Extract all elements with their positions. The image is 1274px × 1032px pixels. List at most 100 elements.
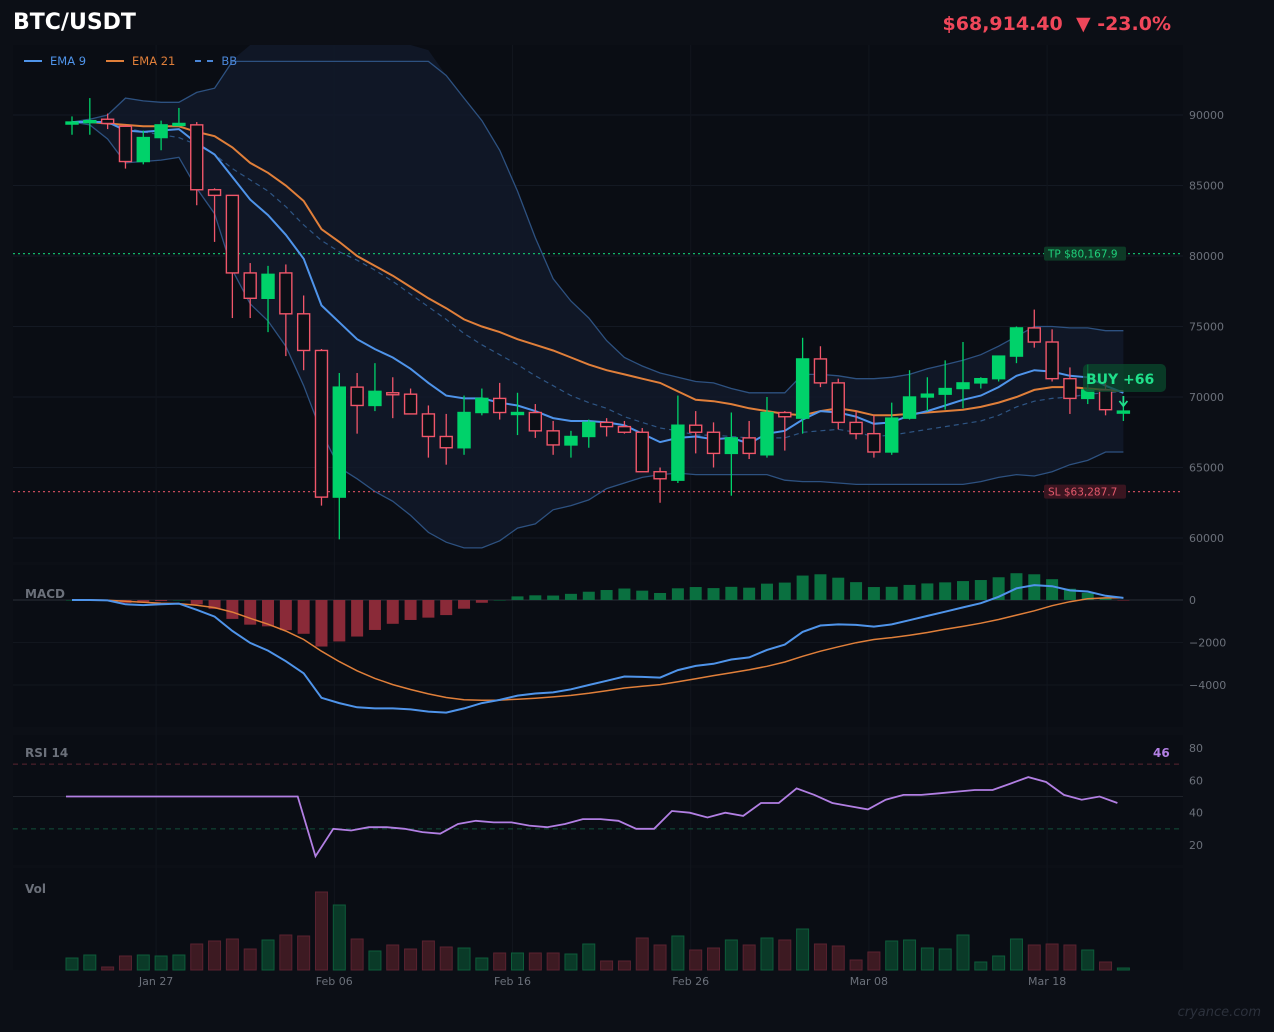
buy-arrow-icon xyxy=(1118,396,1129,408)
candle xyxy=(457,411,471,449)
candle xyxy=(671,424,685,481)
candle xyxy=(172,122,186,127)
rsi-current-value: 46 xyxy=(1153,746,1170,760)
candle xyxy=(475,397,489,414)
price-axis-label: 70000 xyxy=(1189,391,1224,404)
candle xyxy=(938,387,952,395)
volume-panel-label: Vol xyxy=(25,882,46,896)
candle xyxy=(724,437,739,455)
legend-label: EMA 21 xyxy=(132,54,176,68)
candle xyxy=(1009,327,1024,357)
candle xyxy=(813,358,828,384)
candle xyxy=(1098,389,1113,411)
candle xyxy=(564,435,578,446)
candle xyxy=(1063,377,1077,400)
candle xyxy=(421,413,436,438)
legend-label: EMA 9 xyxy=(50,54,87,68)
candle xyxy=(991,355,1006,380)
price-change: ▼ -23.0% xyxy=(1075,13,1171,35)
date-axis-label: Feb 26 xyxy=(672,975,709,988)
candle xyxy=(386,392,400,396)
candle xyxy=(582,421,596,438)
candle xyxy=(885,417,899,453)
date-axis-label: Mar 18 xyxy=(1028,975,1066,988)
price-display: $68,914.40 ▼ -23.0% xyxy=(943,13,1171,35)
candle xyxy=(261,273,275,299)
indicator-legend: EMA 9 EMA 21 BB xyxy=(24,54,237,68)
candle xyxy=(207,189,222,197)
candle xyxy=(831,382,845,424)
macd-axis-label: 0 xyxy=(1189,594,1196,607)
candle xyxy=(849,421,863,435)
candle xyxy=(296,313,311,352)
candle xyxy=(368,390,382,407)
date-axis-label: Feb 06 xyxy=(316,975,353,988)
candle xyxy=(510,411,525,416)
candle xyxy=(1116,410,1131,414)
macd-axis-label: −4000 xyxy=(1189,679,1226,692)
date-axis-label: Mar 08 xyxy=(850,975,888,988)
candle xyxy=(154,124,168,139)
candle xyxy=(225,194,240,274)
candle xyxy=(118,125,133,163)
candle xyxy=(439,435,453,449)
candle xyxy=(902,396,917,419)
candle xyxy=(974,377,988,384)
price-axis-label: 80000 xyxy=(1189,250,1224,263)
watermark: cryance.com xyxy=(1177,1005,1261,1020)
candle xyxy=(350,386,364,407)
candle xyxy=(528,411,543,432)
candle xyxy=(332,386,346,498)
candle xyxy=(83,119,97,124)
legend-bb[interactable]: BB xyxy=(195,54,237,68)
buy-signal-label: BUY +66 xyxy=(1086,372,1154,388)
candle xyxy=(136,136,150,163)
rsi-panel-label: RSI 14 xyxy=(25,746,69,760)
rsi-axis-label: 80 xyxy=(1189,742,1203,755)
candle xyxy=(190,124,204,191)
bb-swatch-icon xyxy=(195,60,214,62)
ema9-swatch-icon xyxy=(24,60,42,62)
legend-ema21[interactable]: EMA 21 xyxy=(106,54,175,68)
candle xyxy=(706,431,721,455)
candle xyxy=(403,393,418,415)
candle xyxy=(492,397,507,414)
price-axis-label: 75000 xyxy=(1189,321,1224,334)
rsi-axis-label: 60 xyxy=(1189,774,1203,787)
candle xyxy=(546,430,560,446)
legend-label: BB xyxy=(221,54,238,68)
macd-panel-label: MACD xyxy=(25,587,65,601)
candle xyxy=(100,118,115,125)
price-axis-label: 85000 xyxy=(1189,180,1224,193)
rsi-axis-label: 40 xyxy=(1189,807,1203,820)
candle xyxy=(65,121,79,125)
price-axis-label: 60000 xyxy=(1189,532,1224,545)
candle xyxy=(243,272,257,300)
candle xyxy=(867,432,881,453)
legend-ema9[interactable]: EMA 9 xyxy=(24,54,86,68)
candle xyxy=(314,349,329,498)
price-axis-label: 65000 xyxy=(1189,462,1224,475)
date-axis-label: Feb 16 xyxy=(494,975,531,988)
candle xyxy=(653,471,667,480)
candle xyxy=(1027,327,1041,343)
stop-loss-label: SL $63,287.7 xyxy=(1048,487,1117,499)
macd-axis-label: −2000 xyxy=(1189,637,1226,650)
candle xyxy=(617,425,632,433)
price-axis-label: 90000 xyxy=(1189,109,1224,122)
rsi-axis-label: 20 xyxy=(1189,839,1203,852)
candle xyxy=(689,424,703,433)
symbol-title: BTC/USDT xyxy=(13,10,136,35)
date-axis-label: Jan 27 xyxy=(138,975,173,988)
candle xyxy=(1045,341,1059,380)
last-price: $68,914.40 xyxy=(942,13,1063,35)
candle xyxy=(920,393,935,398)
candle xyxy=(956,382,970,390)
candle xyxy=(599,421,614,428)
candle xyxy=(635,431,649,473)
candle xyxy=(742,437,756,455)
take-profit-label: TP $80,167.9 xyxy=(1047,249,1118,261)
candle xyxy=(795,358,810,419)
ema21-swatch-icon xyxy=(106,60,125,62)
